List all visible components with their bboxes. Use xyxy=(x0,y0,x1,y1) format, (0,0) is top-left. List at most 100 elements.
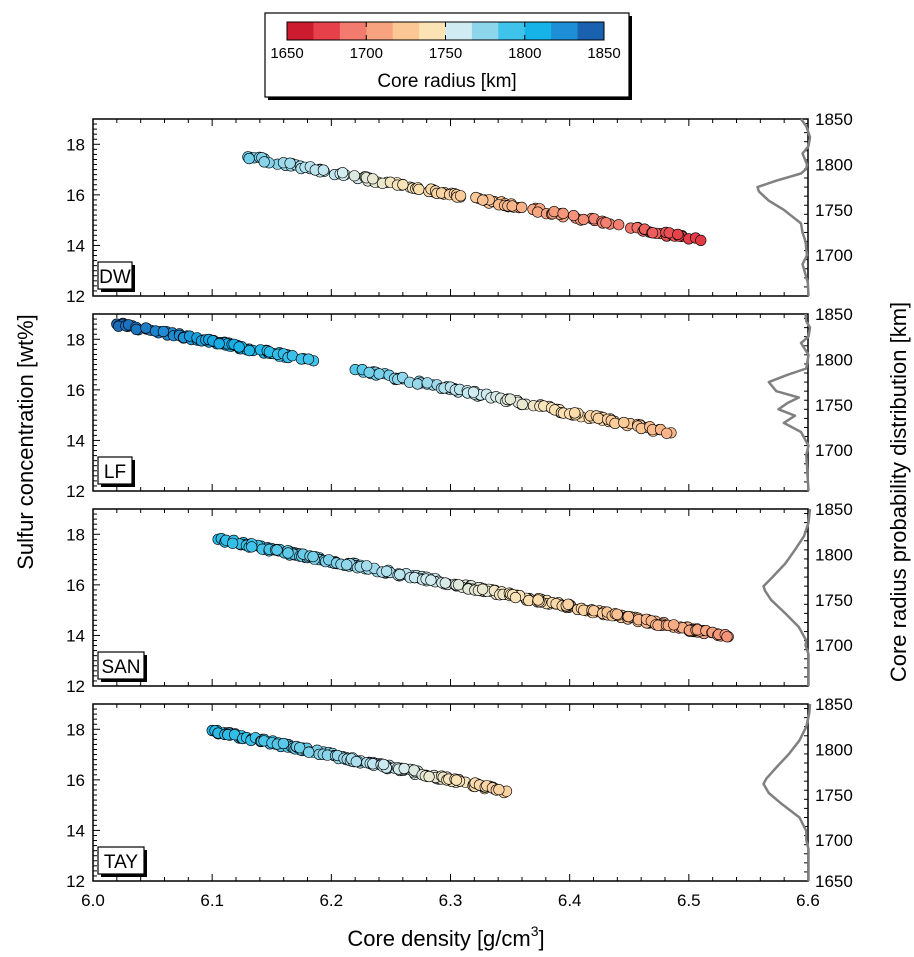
data-point xyxy=(611,608,623,620)
x-axis-label-main: Core density [g/cm xyxy=(347,926,530,951)
data-point xyxy=(397,179,409,191)
right-tick-label: 1850 xyxy=(815,695,853,714)
right-tick-label: 1800 xyxy=(815,155,853,174)
radius-pdf-curve xyxy=(767,313,812,492)
colorbar-label: Core radius [km] xyxy=(377,71,516,92)
right-tick-label: 1850 xyxy=(815,500,853,519)
data-point xyxy=(373,368,385,380)
data-point xyxy=(398,762,410,775)
colorbar-swatch xyxy=(313,22,341,40)
data-point xyxy=(567,210,580,222)
panel-lf: 12 14 16 18 1700 1750 1800 1850 LF xyxy=(66,305,853,501)
right-tick-label: 1800 xyxy=(815,350,853,369)
data-point xyxy=(243,345,255,357)
panel-label-box xyxy=(97,456,133,485)
data-point xyxy=(506,200,518,212)
data-point xyxy=(378,758,390,771)
data-point xyxy=(363,366,375,379)
panel-label: SAN xyxy=(101,657,140,678)
data-point xyxy=(317,164,330,176)
colorbar-swatch xyxy=(366,22,394,40)
right-tick-label: 1800 xyxy=(815,740,853,759)
x-tick-label: 6.5 xyxy=(677,891,701,910)
data-point xyxy=(294,742,306,754)
colorbar-swatch xyxy=(445,22,473,40)
colorbar-swatch xyxy=(471,22,499,40)
data-point xyxy=(477,194,489,206)
data-point xyxy=(668,619,680,631)
y-tick-label: 18 xyxy=(66,330,85,349)
data-point xyxy=(577,213,590,226)
data-point xyxy=(439,577,451,589)
x-axis-label: Core density [g/cm3] xyxy=(347,923,544,951)
right-tick-label: 1850 xyxy=(815,305,853,324)
data-point xyxy=(532,594,544,606)
y-tick-label: 12 xyxy=(66,677,85,696)
right-tick-label: 1700 xyxy=(815,441,853,460)
y-tick-label: 14 xyxy=(66,236,85,255)
right-tick-label: 1750 xyxy=(815,396,853,415)
radius-pdf-curve xyxy=(762,508,812,686)
x-tick-label: 6.6 xyxy=(796,891,820,910)
radius-pdf-curve xyxy=(762,703,812,881)
y-axis-label: Sulfur concentration [wt%] xyxy=(13,314,38,570)
data-point xyxy=(423,770,435,783)
data-point xyxy=(613,219,625,231)
panel-frame xyxy=(92,118,809,297)
colorbar-swatch xyxy=(287,22,314,40)
y-tick-label: 18 xyxy=(66,135,85,154)
y-tick-label: 16 xyxy=(66,186,85,205)
panel-frame xyxy=(92,508,809,687)
colorbar-swatch xyxy=(551,22,578,40)
radius-pdf-curve xyxy=(756,118,812,297)
right-tick-label: 1750 xyxy=(815,786,853,805)
data-point xyxy=(557,207,569,219)
colorbar-tick-label: 1750 xyxy=(429,45,462,62)
right-tick-label: 1850 xyxy=(815,110,853,129)
x-tick-label: 6.2 xyxy=(319,891,343,910)
x-tick-label: 6.0 xyxy=(81,891,105,910)
colorbar-tick-label: 1850 xyxy=(587,45,620,62)
data-point xyxy=(271,544,283,556)
data-point xyxy=(509,591,522,604)
x-axis-label-end: ] xyxy=(539,926,545,951)
colorbar-swatch xyxy=(339,22,367,40)
y-tick-label: 16 xyxy=(66,576,85,595)
data-point xyxy=(213,338,225,350)
data-point xyxy=(157,325,169,338)
data-point xyxy=(381,565,393,577)
data-point xyxy=(337,167,349,179)
data-point xyxy=(425,574,437,586)
data-point xyxy=(350,755,362,768)
right-tick-label: 1700 xyxy=(815,831,853,850)
y-tick-label: 12 xyxy=(66,482,85,501)
data-point xyxy=(562,598,574,610)
colorbar-tick-label: 1700 xyxy=(350,45,383,62)
data-point xyxy=(467,386,480,398)
data-point xyxy=(504,393,516,405)
data-point xyxy=(569,407,581,419)
data-point xyxy=(477,583,489,595)
data-point xyxy=(307,550,319,563)
data-point xyxy=(618,416,630,429)
y-tick-label: 14 xyxy=(66,821,85,840)
data-point xyxy=(421,377,433,389)
data-point xyxy=(233,341,245,353)
data-point xyxy=(412,378,424,390)
data-point xyxy=(721,631,733,643)
data-point xyxy=(303,746,315,758)
panels: 12 14 16 18 1700 1750 1800 1850 DW 12 14 16 18 1700 17… xyxy=(66,110,853,910)
right-tick-label: 1800 xyxy=(815,545,853,564)
y-tick-label: 14 xyxy=(66,431,85,450)
panel-label-box xyxy=(97,846,145,875)
data-point xyxy=(361,560,373,572)
data-point xyxy=(455,190,467,202)
right-tick-label: 1750 xyxy=(815,201,853,220)
panel-label: DW xyxy=(99,267,131,288)
panel-frame xyxy=(92,703,809,882)
data-point xyxy=(450,774,463,786)
data-point xyxy=(302,353,315,365)
panel-label: LF xyxy=(104,462,126,483)
panel-label-box xyxy=(97,261,133,290)
